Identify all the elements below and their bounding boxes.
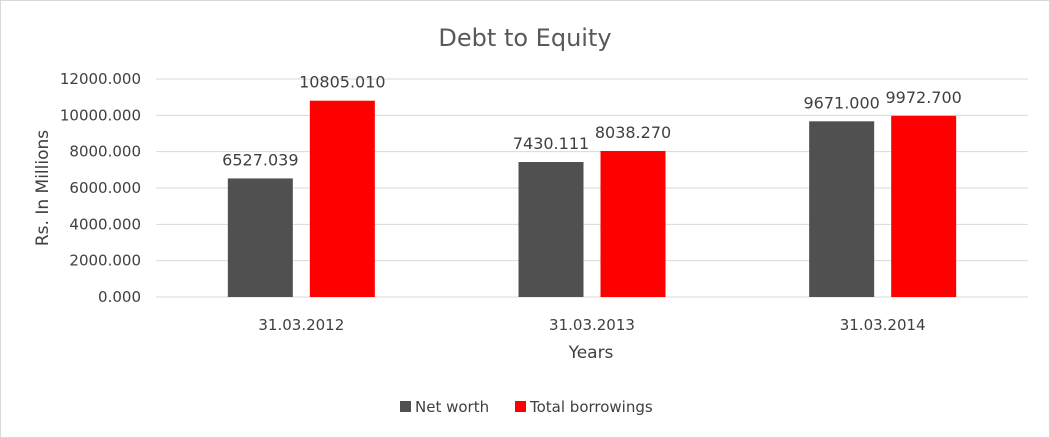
y-tick-label: 10000.000: [60, 106, 141, 124]
x-tick-label: 31.03.2014: [840, 316, 926, 334]
x-tick-label: 31.03.2013: [549, 316, 635, 334]
data-label: 8038.270: [595, 123, 671, 142]
data-label: 9671.000: [803, 93, 879, 112]
x-axis-categories: 31.03.2012 31.03.2013 31.03.2014: [258, 316, 925, 334]
y-tick-label: 6000.000: [69, 179, 141, 197]
gridlines: [156, 78, 1028, 298]
chart-title: Debt to Equity: [438, 24, 611, 52]
y-tick-label: 0.000: [98, 288, 141, 306]
bar-total-borrowings: [600, 150, 666, 297]
y-tick-label: 12000.000: [60, 70, 141, 88]
legend-swatch: [515, 401, 526, 412]
legend-swatch: [400, 401, 411, 412]
data-label: 9972.700: [885, 88, 961, 107]
bar-total-borrowings: [309, 100, 375, 297]
bar-net-worth: [518, 162, 584, 297]
y-tick-label: 8000.000: [69, 143, 141, 161]
bar-total-borrowings: [891, 115, 957, 297]
legend: Net worth Total borrowings: [400, 398, 653, 416]
y-tick-label: 2000.000: [69, 252, 141, 270]
legend-label: Total borrowings: [529, 398, 653, 416]
bar-net-worth: [227, 178, 293, 297]
data-label: 6527.039: [222, 150, 298, 169]
y-axis-ticks: 0.000 2000.000 4000.000 6000.000 8000.000 100…: [60, 70, 141, 306]
bar-net-worth: [809, 121, 875, 297]
x-axis-title: Years: [568, 343, 614, 363]
legend-label: Net worth: [415, 398, 489, 416]
y-tick-label: 4000.000: [69, 215, 141, 233]
data-label: 7430.111: [513, 134, 589, 153]
bars: [227, 100, 957, 297]
y-axis-title: Rs. In Millions: [33, 130, 53, 246]
data-label: 10805.010: [299, 73, 386, 92]
data-labels: 6527.039 10805.010 7430.111 8038.270 9671.00…: [222, 73, 962, 170]
x-tick-label: 31.03.2012: [258, 316, 344, 334]
